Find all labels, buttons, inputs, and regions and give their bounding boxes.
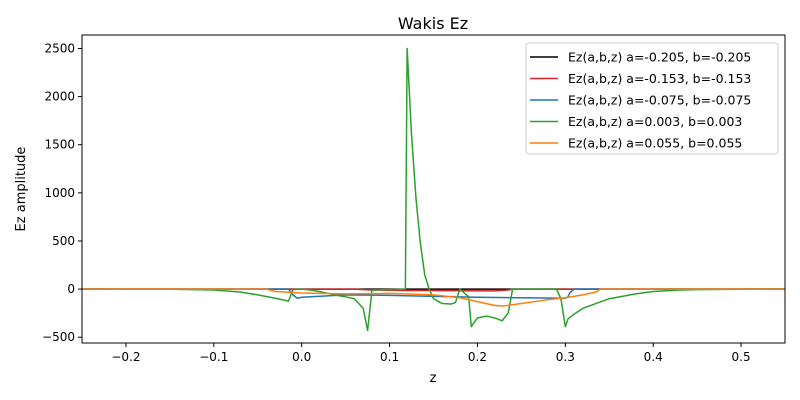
plot-frame <box>81 34 786 344</box>
x-tick-label: −0.2 <box>111 350 140 364</box>
x-tick-label: 0.2 <box>468 350 487 364</box>
legend: Ez(a,b,z) a=-0.205, b=-0.205 Ez(a,b,z) a=… <box>525 42 779 155</box>
x-tick-label: 0.4 <box>644 350 663 364</box>
series-line-4 <box>82 288 785 307</box>
legend-label-1: Ez(a,b,z) a=-0.153, b=-0.153 <box>568 71 751 86</box>
series-layer <box>82 47 785 332</box>
x-tick-label: 0.5 <box>732 350 751 364</box>
legend-label-3: Ez(a,b,z) a=0.003, b=0.003 <box>568 114 742 129</box>
legend-label-4: Ez(a,b,z) a=0.055, b=0.055 <box>568 136 742 151</box>
chart-title: Wakis Ez <box>398 14 468 33</box>
y-axis-label: Ez amplitude <box>14 147 29 232</box>
y-tick-label: 1000 <box>44 186 75 200</box>
y-tick-label: 2000 <box>44 90 75 104</box>
y-tick-label: 500 <box>52 234 75 248</box>
series-line-1 <box>82 288 785 292</box>
y-tick-label: 0 <box>67 282 75 296</box>
y-tick-label: −500 <box>42 330 75 344</box>
x-axis-label: z <box>430 371 437 386</box>
legend-label-2: Ez(a,b,z) a=-0.075, b=-0.075 <box>568 93 751 108</box>
y-axis: −500 0 500 1000 1500 2000 2500 <box>42 41 82 344</box>
y-tick-label: 2500 <box>44 41 75 55</box>
x-tick-label: 0.1 <box>380 350 399 364</box>
legend-box <box>525 42 779 155</box>
legend-label-0: Ez(a,b,z) a=-0.205, b=-0.205 <box>568 50 751 65</box>
series-line-2 <box>82 288 785 299</box>
x-tick-label: 0.3 <box>556 350 575 364</box>
series-line-3 <box>82 47 785 332</box>
x-tick-label: 0.0 <box>292 350 311 364</box>
y-tick-label: 1500 <box>44 138 75 152</box>
x-tick-label: −0.1 <box>199 350 228 364</box>
x-axis: −0.2 −0.1 0.0 0.1 0.2 0.3 0.4 0.5 <box>111 343 751 364</box>
